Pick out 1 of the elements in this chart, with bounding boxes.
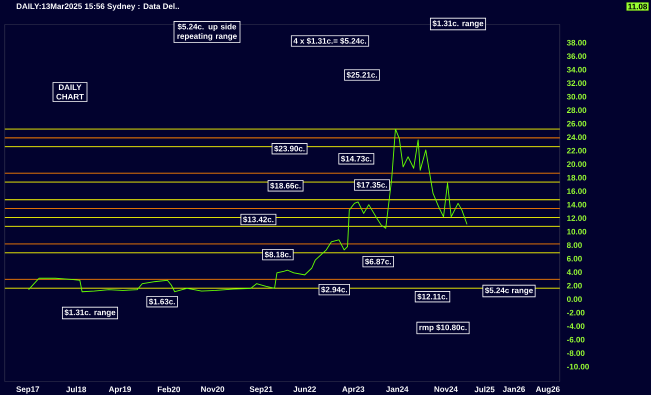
line-series — [28, 128, 468, 292]
